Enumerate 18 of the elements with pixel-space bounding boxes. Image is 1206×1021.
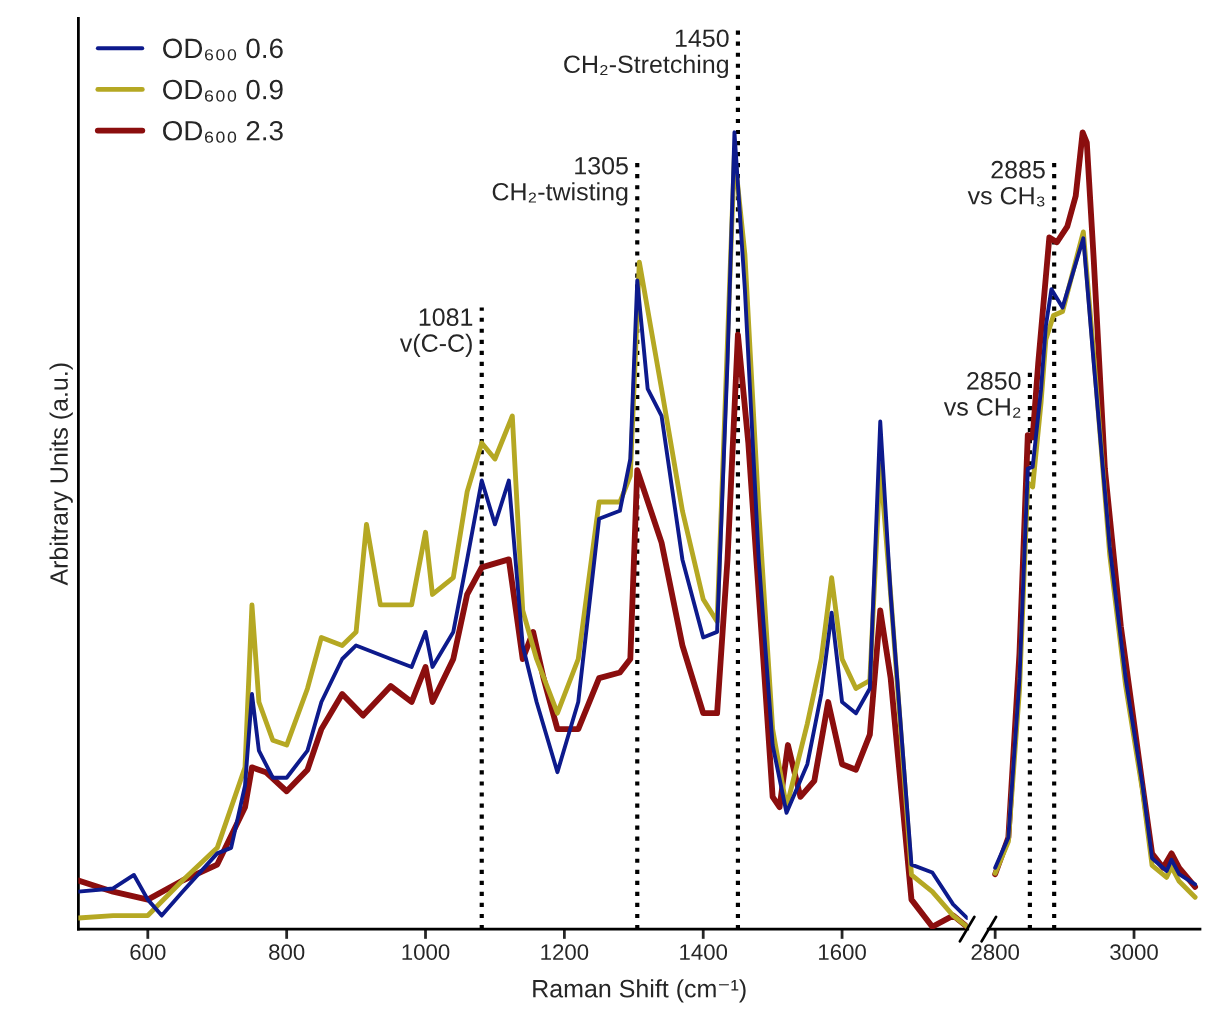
legend-label: OD₆₀₀ 0.9 [163, 79, 283, 102]
annotation: 1450 CH₂-Stretching [564, 29, 729, 79]
x-tick-label: 1200 [541, 944, 589, 961]
legend-label: OD₆₀₀ 2.3 [163, 120, 283, 143]
x-tick-label: 1600 [819, 944, 866, 961]
x-tick-label: 600 [130, 944, 166, 961]
x-tick-label: 3000 [1110, 944, 1158, 961]
annotation: 1081 v(C-C) [399, 308, 473, 357]
annotation: 2850 vs CH₂ [943, 372, 1021, 418]
legend-label: OD₆₀₀ 0.6 [163, 38, 283, 61]
annotation: 1305 CH₂-twisting [492, 156, 628, 206]
x-tick-label: 1000 [402, 944, 450, 961]
x-axis-title: Raman Shift (cm⁻¹) [533, 979, 746, 1003]
x-tick-label: 800 [269, 944, 305, 961]
x-tick-label: 1400 [680, 944, 728, 961]
annotation: 2885 vs CH₃ [967, 160, 1045, 207]
y-axis-title: Arbitrary Units (a.u.) [49, 363, 73, 586]
x-tick-label: 2800 [971, 944, 1020, 961]
